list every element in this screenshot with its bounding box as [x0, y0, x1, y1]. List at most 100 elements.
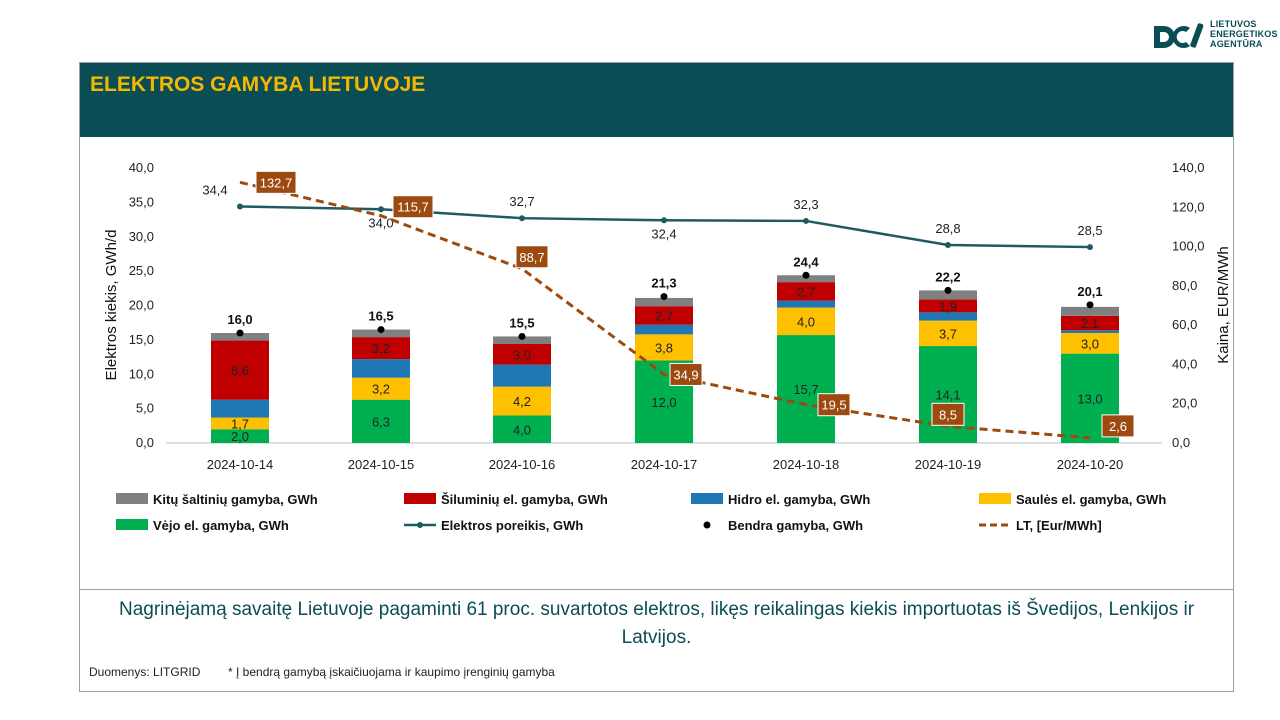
bar-value-label: 1,7: [231, 416, 249, 431]
demand-marker: [519, 215, 525, 222]
price-label-box: [515, 245, 549, 269]
bar-value-label: 13,0: [1077, 391, 1102, 406]
legend-swatch: [116, 519, 148, 530]
legend-label: Elektros poreikis, GWh: [441, 518, 583, 533]
demand-marker: [803, 217, 809, 224]
bar-segment: [919, 290, 977, 300]
bar-segment: [352, 359, 410, 378]
y2-axis-title: Kaina, EUR/MWh: [1215, 246, 1230, 364]
bar-value-label: 3,2: [372, 341, 390, 356]
y2-tick-label: 60,0: [1172, 317, 1197, 332]
bar-segment: [352, 337, 410, 360]
production-chart: 0,0 5,0 10,0 15,0 20,0 25,0 30,0 35,0 40,0 0,0 20,…: [103, 160, 1230, 533]
legend-swatch: [691, 493, 723, 504]
total-label: 15,5: [509, 315, 534, 330]
bar-value-label: 3,0: [1081, 336, 1099, 351]
x-tick-label: 2024-10-20: [1057, 457, 1124, 472]
total-marker: [1086, 301, 1094, 309]
bar-value-label: 2,7: [655, 308, 673, 323]
total-label: 20,1: [1077, 284, 1102, 299]
bar-segment: [777, 335, 835, 443]
y-axis-title: Elektros kiekis, GWh/d: [103, 230, 120, 381]
legend-label: Hidro el. gamyba, GWh: [728, 492, 870, 507]
divider: [80, 589, 1233, 590]
source-note: Duomenys: LITGRID: [89, 665, 201, 679]
bar-segment: [352, 399, 410, 443]
total-marker: [802, 271, 810, 279]
footnote: * Į bendrą gamybą įskaičiuojama ir kaupi…: [228, 665, 555, 679]
bar-segment: [635, 324, 693, 335]
y2-tick-label: 20,0: [1172, 396, 1197, 411]
legend-swatch: [979, 493, 1011, 504]
bar-segment: [211, 340, 269, 400]
total-label: 24,4: [793, 254, 819, 269]
bar-value-label: 3,7: [939, 326, 957, 341]
bar-segment: [919, 312, 977, 321]
panel-frame: [79, 62, 1234, 692]
demand-label: 32,7: [509, 194, 534, 209]
price-label-box: [392, 195, 434, 219]
bar-value-label: 2,1: [1081, 316, 1099, 331]
x-tick-label: 2024-10-19: [915, 457, 982, 472]
x-tick-label: 2024-10-18: [773, 457, 840, 472]
price-line: [239, 180, 1091, 440]
bar-segment: [493, 364, 551, 387]
y-tick-label: 15,0: [129, 332, 154, 347]
bar-segment: [919, 299, 977, 313]
legend-swatch: [703, 521, 711, 529]
bar-segment: [1061, 315, 1119, 331]
bar-segment: [211, 417, 269, 430]
legend-swatch: [404, 493, 436, 504]
total-marker: [236, 329, 244, 337]
bar-value-label: 2,7: [797, 284, 815, 299]
legend-label: Vėjo el. gamyba, GWh: [153, 518, 289, 533]
bar-segment: [777, 307, 835, 336]
x-tick-label: 2024-10-14: [207, 457, 274, 472]
legend-label: Kitų šaltinių gamyba, GWh: [153, 492, 318, 507]
page-title: ELEKTROS GAMYBA LIETUVOJE: [90, 73, 426, 96]
legend-label: Šiluminių el. gamyba, GWh: [441, 492, 608, 507]
price-label-box: [255, 170, 297, 194]
bar-segment: [493, 386, 551, 416]
bar-segment: [635, 297, 693, 307]
y2-tick-label: 80,0: [1172, 278, 1197, 293]
price-label: 88,7: [519, 250, 544, 265]
price-label-box: [817, 393, 851, 417]
demand-label: 34,4: [202, 183, 227, 198]
total-marker: [944, 286, 952, 294]
demand-label: 32,3: [793, 197, 818, 212]
bar-segment: [211, 399, 269, 418]
bar-segment: [1061, 333, 1119, 354]
total-label: 22,2: [935, 269, 960, 284]
bar-segment: [777, 282, 835, 301]
legend-swatch-marker: [417, 522, 423, 528]
bar-value-label: 4,2: [513, 394, 531, 409]
brand-name: LIETUVOS ENERGETIKOS AGENTŪRA: [1210, 19, 1278, 49]
y-tick-label: 25,0: [129, 263, 154, 278]
bar-segment: [493, 415, 551, 443]
legend-swatch: [116, 493, 148, 504]
demand-marker: [1087, 244, 1093, 251]
total-marker: [518, 332, 526, 340]
price-label: 115,7: [397, 200, 429, 215]
bar-segment: [777, 300, 835, 308]
bar-segment: [1061, 330, 1119, 333]
demand-label: 28,8: [935, 221, 960, 236]
demand-marker: [661, 217, 667, 224]
bar-value-label: 6,3: [372, 414, 390, 429]
price-label: 2,6: [1109, 419, 1127, 434]
bar-value-label: 14,1: [935, 388, 960, 403]
y-tick-label: 20,0: [129, 298, 154, 313]
panel-header: ELEKTROS GAMYBA LIETUVOJE: [80, 63, 1233, 137]
y-tick-label: 40,0: [129, 160, 154, 175]
x-tick-label: 2024-10-15: [348, 457, 415, 472]
bar-segment: [635, 334, 693, 361]
y2-tick-label: 120,0: [1172, 199, 1205, 214]
bar-segment: [211, 333, 269, 341]
total-marker: [660, 293, 668, 301]
bar-segment: [1061, 306, 1119, 316]
demand-marker: [378, 206, 384, 213]
bar-value-label: 4,0: [513, 422, 531, 437]
bar-value-label: 12,0: [651, 395, 676, 410]
bar-segment: [352, 329, 410, 338]
